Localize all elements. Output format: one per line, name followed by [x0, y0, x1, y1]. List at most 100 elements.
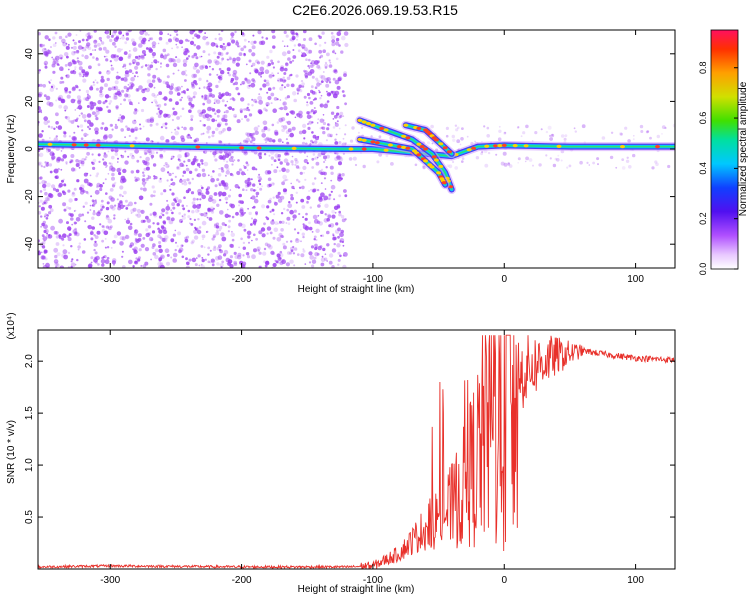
noise-dot [504, 131, 507, 134]
noise-dot [181, 174, 185, 177]
noise-dot [615, 166, 618, 169]
noise-dot [224, 153, 230, 159]
noise-dot [57, 125, 63, 130]
noise-dot [328, 59, 331, 62]
noise-dot [52, 43, 57, 47]
noise-dot [176, 92, 181, 96]
noise-dot [38, 69, 41, 72]
noise-dot [285, 138, 288, 141]
noise-dot [105, 192, 108, 195]
noise-dot [144, 247, 150, 252]
noise-dot [93, 242, 98, 247]
noise-dot [250, 82, 256, 88]
noise-dot [102, 135, 108, 140]
noise-dot [171, 202, 176, 207]
noise-dot [58, 182, 63, 188]
noise-dot [204, 113, 210, 119]
noise-dot [171, 181, 176, 186]
noise-dot [189, 126, 194, 131]
noise-dot [95, 261, 98, 264]
noise-dot [306, 195, 311, 200]
noise-dot [185, 265, 190, 268]
noise-dot [46, 214, 49, 217]
noise-dot [244, 173, 246, 175]
noise-dot [336, 204, 340, 208]
noise-dot [200, 133, 203, 136]
noise-dot [308, 261, 312, 264]
noise-dot [153, 177, 156, 180]
noise-dot [226, 160, 229, 163]
noise-dot [277, 158, 281, 162]
noise-dot [326, 90, 328, 93]
noise-dot [146, 177, 149, 180]
noise-dot [84, 49, 87, 51]
noise-dot [318, 91, 321, 94]
noise-dot [308, 37, 313, 42]
noise-dot [140, 209, 144, 213]
noise-dot [295, 165, 300, 169]
noise-dot [106, 246, 110, 249]
noise-dot [280, 234, 284, 239]
noise-dot [221, 57, 225, 61]
noise-dot [160, 255, 163, 259]
noise-dot [248, 113, 253, 117]
noise-dot [320, 168, 324, 172]
noise-dot [91, 199, 95, 202]
noise-dot [330, 135, 333, 138]
trace-hotspot [370, 123, 376, 127]
noise-dot [290, 182, 293, 185]
noise-dot [147, 64, 150, 67]
noise-dot [104, 259, 110, 265]
noise-dot [159, 153, 163, 158]
noise-dot [99, 187, 103, 192]
noise-dot [155, 151, 159, 154]
noise-dot [59, 81, 63, 84]
noise-dot [311, 75, 315, 79]
noise-dot [258, 176, 262, 180]
noise-dot [61, 38, 66, 44]
colorbar-label: Normalized spectral amplitude [738, 81, 749, 216]
noise-dot [131, 41, 137, 46]
noise-dot [226, 262, 229, 265]
noise-dot [89, 231, 94, 236]
noise-dot [259, 66, 265, 72]
noise-dot [193, 52, 198, 57]
noise-dot [107, 218, 113, 224]
noise-dot [221, 181, 226, 186]
noise-dot [44, 196, 50, 202]
noise-dot [298, 84, 303, 89]
noise-dot [191, 210, 195, 214]
noise-dot [136, 213, 142, 218]
noise-dot [58, 218, 63, 224]
noise-dot [73, 131, 76, 134]
noise-dot [306, 92, 311, 97]
noise-dot [70, 217, 74, 221]
noise-dot [253, 248, 257, 253]
noise-dot [547, 125, 552, 130]
noise-dot [183, 181, 188, 186]
trace-hotspot [405, 146, 411, 150]
noise-dot [306, 200, 309, 203]
noise-dot [108, 226, 112, 231]
noise-dot [306, 201, 309, 204]
noise-dot [100, 39, 102, 42]
noise-dot [81, 214, 85, 217]
noise-dot [68, 119, 72, 123]
noise-dot [106, 201, 110, 205]
noise-dot [231, 230, 233, 233]
noise-dot [188, 97, 193, 102]
noise-dot [190, 118, 193, 121]
noise-dot [525, 156, 529, 161]
noise-dot [316, 79, 320, 84]
noise-dot [75, 49, 80, 54]
noise-dot [70, 154, 75, 158]
noise-dot [228, 93, 232, 97]
noise-dot [221, 180, 226, 184]
noise-dot [281, 259, 285, 263]
noise-dot [186, 134, 191, 139]
noise-dot [259, 183, 262, 186]
noise-dot [191, 177, 194, 181]
noise-dot [334, 141, 339, 145]
noise-dot [74, 231, 78, 235]
trace-hotspot [361, 138, 367, 142]
